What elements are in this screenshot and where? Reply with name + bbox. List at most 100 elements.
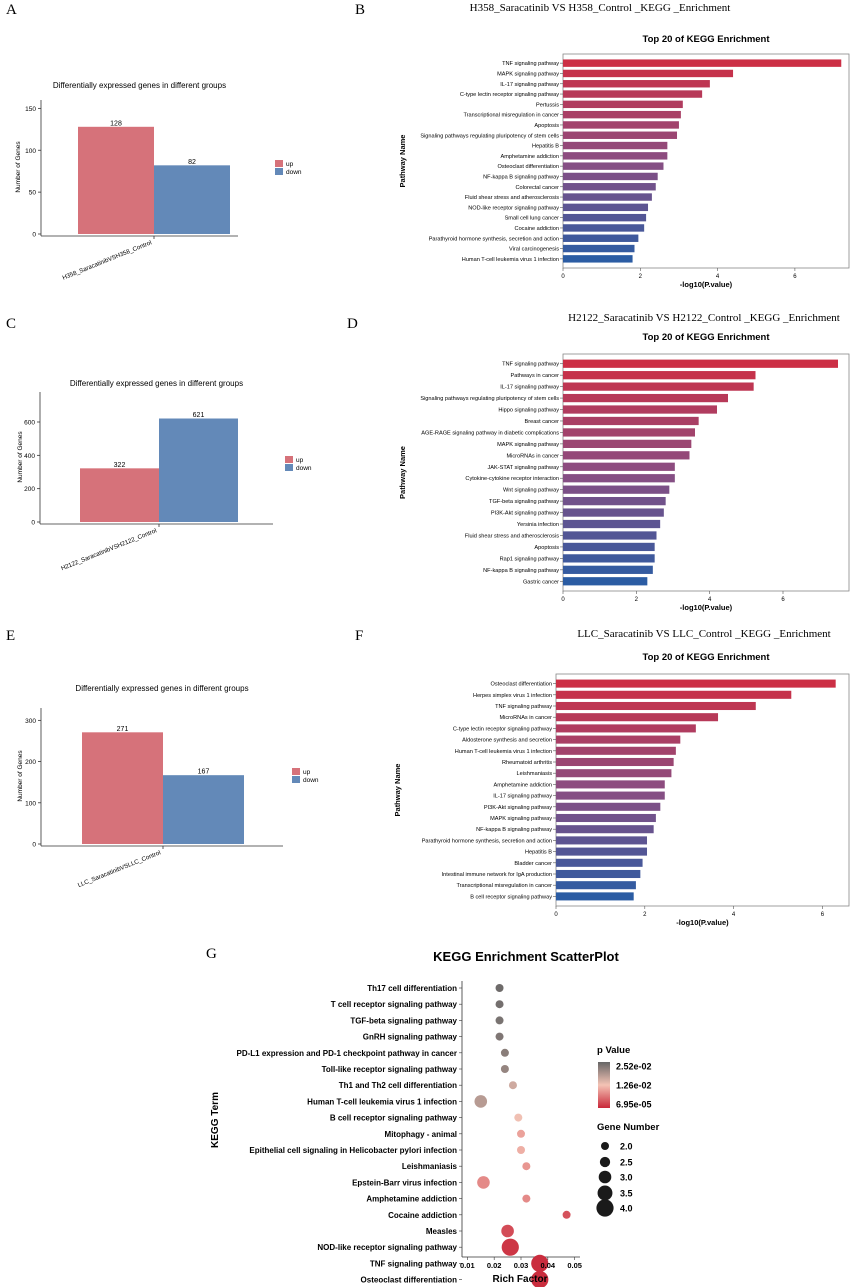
deg-bar-up — [82, 732, 163, 844]
kegg-bar — [563, 183, 656, 191]
kegg-bar — [563, 485, 670, 494]
kegg-plot-border — [562, 53, 850, 269]
kegg-pathway-label: Viral carcinogenesis — [509, 247, 559, 253]
kegg-chart-header: H358_Saracatinib VS H358_Control _KEGG _… — [470, 2, 731, 14]
scatter-point — [501, 1238, 519, 1256]
kegg-pathway-label: NF-kappa B signaling pathway — [483, 568, 559, 574]
kegg-bar — [563, 162, 664, 170]
scatter-legend-gene-label: 3.5 — [620, 1189, 633, 1199]
kegg-x-tick-label: 2 — [643, 912, 647, 918]
kegg-pathway-label: PI3K-Akt signaling pathway — [491, 511, 559, 517]
kegg-bar — [563, 497, 666, 506]
deg-bar-value-label: 621 — [193, 412, 205, 419]
scatter-point — [500, 1065, 509, 1073]
deg-y-tick-label: 0 — [32, 842, 36, 849]
kegg-pathway-label: Cocaine addiction — [515, 226, 559, 232]
kegg-bar — [556, 724, 696, 733]
scatter-term-label: NOD-like receptor signaling pathway — [317, 1243, 457, 1252]
kegg-plot-border — [555, 673, 850, 907]
scatter-point — [522, 1194, 531, 1203]
kegg-bar — [563, 359, 838, 368]
kegg-pathway-label: Transcriptional misregulation in cancer — [463, 113, 559, 119]
kegg-pathway-label: Hepatitis B — [525, 850, 552, 856]
kegg-pathway-label: MicroRNAs in cancer — [499, 715, 552, 721]
kegg-pathway-label: Cytokine-cytokine receptor interaction — [465, 476, 559, 482]
deg-legend-label-down: down — [286, 169, 302, 176]
deg-bar-value-label: 82 — [188, 159, 196, 166]
kegg-bar — [563, 554, 655, 563]
kegg-y-axis-label: Pathway Name — [393, 764, 402, 817]
deg-y-tick-label: 400 — [24, 453, 35, 460]
deg-y-axis-label: Number of Genes — [17, 750, 24, 802]
scatter-legend-pvalue-label: 2.52e-02 — [616, 1062, 652, 1072]
scatter-term-label: Cocaine addiction — [388, 1211, 457, 1220]
kegg-bar — [563, 405, 717, 414]
panel-letter-c: C — [6, 316, 16, 332]
kegg-plot-border — [562, 353, 850, 592]
kegg-pathway-label: TNF signaling pathway — [502, 362, 559, 368]
scatter-legend-size-point — [599, 1156, 611, 1168]
kegg-chart-title: Top 20 of KEGG Enrichment — [642, 34, 770, 45]
deg-legend-label-up: up — [296, 457, 304, 464]
deg-bar-down — [163, 775, 244, 844]
kegg-pathway-label: Apoptosis — [534, 123, 559, 129]
kegg-bar — [563, 131, 678, 139]
scatter-legend-gene-title: Gene Number — [597, 1122, 660, 1133]
scatter-term-label: B cell receptor signaling pathway — [330, 1114, 458, 1123]
kegg-chart-title: Top 20 of KEGG Enrichment — [642, 332, 770, 343]
kegg-pathway-label: Signaling pathways regulating pluripoten… — [420, 396, 559, 402]
kegg-bar — [563, 141, 668, 150]
kegg-bar — [563, 428, 695, 437]
kegg-pathway-label: Signaling pathways regulating pluripoten… — [420, 133, 559, 139]
scatter-point — [517, 1146, 525, 1154]
deg-chart-title: Differentially expressed genes in differ… — [53, 81, 226, 90]
kegg-x-tick-label: 0 — [554, 912, 558, 918]
kegg-bar — [563, 213, 647, 222]
scatter-title: KEGG Enrichment ScatterPlot — [433, 949, 619, 964]
kegg-bar — [556, 735, 681, 744]
kegg-bar — [563, 255, 633, 263]
kegg-bar — [563, 152, 668, 160]
panel-letter-f: F — [355, 628, 363, 644]
kegg-x-tick-label: 6 — [821, 912, 825, 918]
charts-layer: Differentially expressed genes in differ… — [15, 2, 850, 1287]
kegg-pathway-label: B cell receptor signaling pathway — [470, 894, 552, 900]
scatter-legend-gene-label: 2.5 — [620, 1158, 633, 1168]
scatter-point — [495, 1032, 504, 1041]
kegg-x-tick-label: 0 — [561, 597, 565, 603]
scatter-point — [531, 1254, 549, 1272]
kegg-bar — [563, 100, 683, 109]
deg-x-tick-label: H2122_SaracatinibVSH2122_Control — [60, 527, 158, 572]
kegg-pathway-label: MAPK signaling pathway — [497, 442, 559, 448]
kegg-bar — [556, 858, 643, 867]
kegg-pathway-label: IL-17 signaling pathway — [500, 385, 559, 391]
kegg-x-axis-label: -log10(P.value) — [680, 603, 733, 612]
deg-y-tick-label: 300 — [25, 718, 36, 725]
kegg-bar — [563, 203, 649, 212]
kegg-bar — [556, 813, 656, 823]
kegg-bar — [556, 757, 674, 767]
kegg-bar — [556, 679, 836, 688]
kegg-x-tick-label: 4 — [716, 274, 720, 280]
kegg-x-axis-label: -log10(P.value) — [680, 280, 733, 289]
scatter-legend-pvalue-title: p Value — [597, 1045, 630, 1056]
scatter-point — [562, 1210, 571, 1219]
scatter-legend-gene-label: 3.0 — [620, 1173, 633, 1183]
kegg-chart-title: Top 20 of KEGG Enrichment — [642, 652, 770, 663]
scatter-point — [477, 1176, 490, 1189]
deg-legend-swatch-up — [275, 160, 283, 167]
kegg-x-tick-label: 4 — [708, 597, 712, 603]
deg-y-tick-label: 600 — [24, 420, 35, 427]
scatter-term-label: Epithelial cell signaling in Helicobacte… — [249, 1146, 457, 1155]
scatter-legend-size-point — [597, 1185, 613, 1201]
scatter-term-label: Mitophagy - animal — [385, 1130, 457, 1139]
kegg-bar — [563, 234, 639, 242]
kegg-pathway-label: Wnt signaling pathway — [503, 488, 559, 494]
kegg-pathway-label: Apoptosis — [534, 545, 559, 551]
kegg-x-tick-label: 6 — [781, 597, 785, 603]
deg-legend-swatch-up — [285, 456, 293, 463]
scatter-term-label: TGF-beta signaling pathway — [350, 1016, 457, 1025]
kegg-bar — [563, 451, 690, 460]
deg-legend-swatch-up — [292, 768, 300, 775]
kegg-bar — [563, 508, 664, 517]
